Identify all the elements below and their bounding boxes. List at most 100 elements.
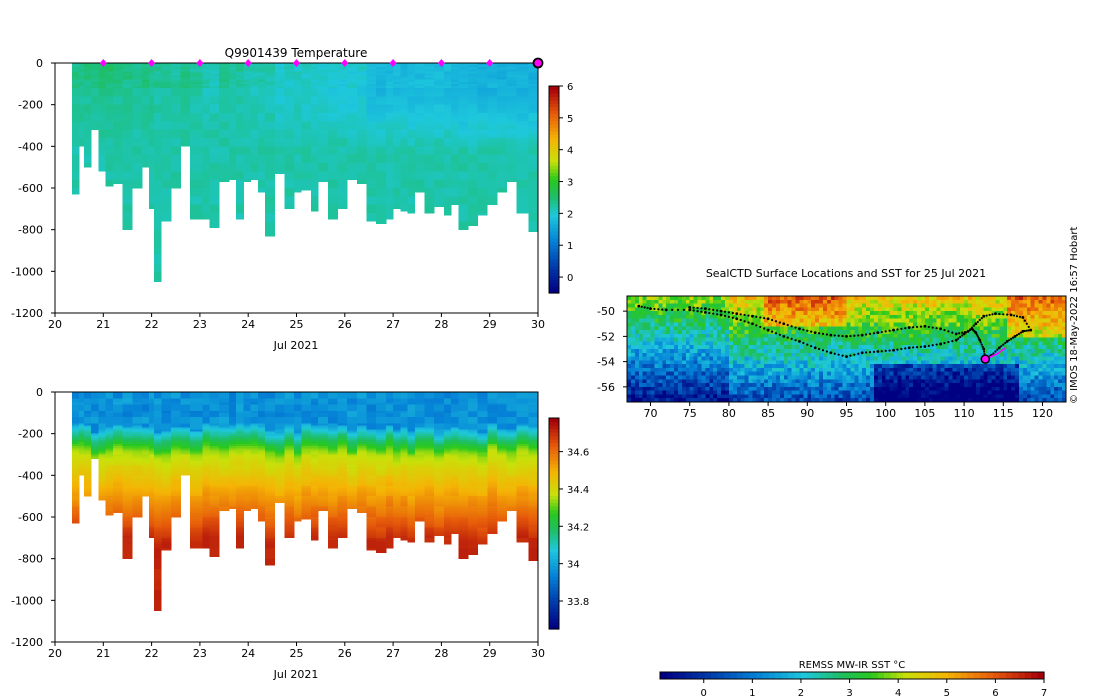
temperature-cell-4-210 — [98, 106, 107, 110]
temperature-cell-8-340 — [132, 133, 143, 137]
temperature-cell-42-600 — [424, 188, 435, 191]
salinity-cell-7-150 — [122, 423, 133, 426]
salinity-cell-8-140 — [132, 421, 143, 424]
salinity-cell-18-430 — [219, 481, 230, 485]
temperature-cell-52-450 — [516, 156, 529, 160]
temperature-cell-52-260 — [516, 117, 529, 120]
temperature-cell-24-190 — [265, 102, 276, 106]
temperature-cell-44-710 — [443, 210, 452, 214]
temperature-cell-20-580 — [236, 183, 244, 187]
temperature-cell-37-540 — [385, 175, 394, 178]
salinity-cell-18-410 — [219, 477, 230, 480]
salinity-cell-10-580 — [149, 512, 155, 516]
temperature-cell-23-260 — [257, 117, 266, 120]
salinity-cell-1-100 — [79, 412, 85, 416]
salinity-cell-16-460 — [202, 487, 210, 491]
temperature-cell-42-650 — [424, 198, 435, 201]
temperature-cell-5-180 — [105, 100, 114, 103]
temperature-cbar-step-24 — [549, 206, 559, 211]
salinity-cell-18-520 — [219, 500, 230, 503]
temperature-cell-40-700 — [407, 208, 416, 212]
temperature-cell-42-10 — [424, 65, 435, 68]
salinity-cell-7-510 — [122, 498, 133, 501]
temperature-cell-40-520 — [407, 171, 416, 174]
temperature-cell-45-220 — [451, 108, 459, 112]
temperature-cell-11-340 — [154, 133, 162, 137]
temperature-cell-23-210 — [257, 106, 266, 110]
temperature-cell-34-30 — [356, 69, 367, 72]
temperature-cbar-label-6: 6 — [567, 82, 573, 93]
temperature-x-tick-label-9: 29 — [483, 318, 497, 331]
temperature-cell-31-70 — [327, 77, 338, 81]
temperature-cell-9-250 — [141, 115, 150, 118]
temperature-cell-42-190 — [424, 102, 435, 106]
salinity-cell-18-100 — [219, 412, 230, 416]
salinity-cell-8-380 — [132, 471, 143, 474]
salinity-cell-15-540 — [190, 504, 203, 507]
salinity-cell-17-500 — [209, 496, 220, 499]
temperature-cell-36-170 — [376, 98, 387, 101]
salinity-cell-16-340 — [202, 462, 210, 466]
temperature-cell-11-480 — [154, 163, 162, 166]
temperature-cell-1-350 — [79, 135, 85, 139]
temperature-cell-14-150 — [180, 94, 191, 97]
salinity-cell-7-320 — [122, 458, 133, 462]
salinity-cell-11-660 — [154, 529, 162, 532]
salinity-cell-5-500 — [105, 496, 114, 499]
temperature-cell-28-400 — [301, 146, 312, 149]
salinity-cell-6-160 — [112, 425, 124, 428]
temperature-cell-46-430 — [458, 152, 469, 156]
salinity-cell-17-330 — [209, 460, 220, 464]
temperature-cell-8-210 — [132, 106, 143, 110]
temperature-cell-11-1020 — [154, 275, 162, 278]
salinity-cell-16-280 — [202, 450, 210, 453]
temperature-cell-8-320 — [132, 129, 143, 133]
temperature-cell-9-400 — [141, 146, 150, 149]
temperature-cell-29-380 — [310, 142, 319, 145]
salinity-cell-11-50 — [154, 402, 162, 405]
temperature-cell-25-350 — [274, 135, 285, 139]
salinity-cell-0-90 — [71, 410, 80, 414]
temperature-cell-47-10 — [467, 65, 479, 68]
salinity-cell-6-540 — [112, 504, 124, 507]
temperature-cell-18-510 — [219, 169, 230, 172]
salinity-cell-19-550 — [228, 506, 237, 510]
salinity-cell-5-190 — [105, 431, 114, 435]
temperature-cell-0-250 — [71, 115, 80, 118]
salinity-cell-11-670 — [154, 531, 162, 535]
temperature-cell-29-450 — [310, 156, 319, 160]
temperature-cell-17-690 — [209, 206, 220, 210]
temperature-cell-16-640 — [202, 196, 210, 199]
salinity-cell-12-560 — [161, 508, 172, 512]
temperature-cell-33-270 — [347, 119, 358, 122]
temperature-cell-11-330 — [154, 131, 162, 135]
temperature-cell-26-670 — [284, 202, 295, 206]
temperature-cell-10-130 — [149, 90, 155, 93]
temperature-cell-25-220 — [274, 108, 285, 112]
temperature-cell-41-310 — [414, 127, 425, 131]
temperature-cell-51-180 — [506, 100, 517, 103]
temperature-cell-25-260 — [274, 117, 285, 120]
temperature-cell-46-630 — [458, 194, 469, 197]
temperature-cell-29-130 — [310, 90, 319, 93]
temperature-cell-16-660 — [202, 200, 210, 203]
temperature-cell-39-150 — [400, 94, 408, 97]
temperature-cell-11-670 — [154, 202, 162, 206]
temperature-cell-10-610 — [149, 190, 155, 193]
temperature-cell-51-200 — [506, 104, 517, 108]
temperature-cell-8-500 — [132, 167, 143, 170]
temperature-cell-53-440 — [528, 154, 538, 158]
temperature-cell-42-130 — [424, 90, 435, 93]
salinity-cell-13-230 — [170, 439, 181, 443]
temperature-cell-35-130 — [366, 90, 377, 93]
temperature-cell-47-660 — [467, 200, 479, 203]
salinity-cell-19-100 — [228, 412, 237, 416]
temperature-cell-23-610 — [257, 190, 266, 193]
temperature-cell-20-430 — [236, 152, 244, 156]
temperature-cell-26-660 — [284, 200, 295, 203]
temperature-cell-43-340 — [434, 133, 445, 137]
salinity-cell-8-480 — [132, 492, 143, 495]
temperature-cell-47-160 — [467, 96, 479, 99]
salinity-cell-5-80 — [105, 408, 114, 412]
temperature-cell-48-630 — [477, 194, 488, 197]
